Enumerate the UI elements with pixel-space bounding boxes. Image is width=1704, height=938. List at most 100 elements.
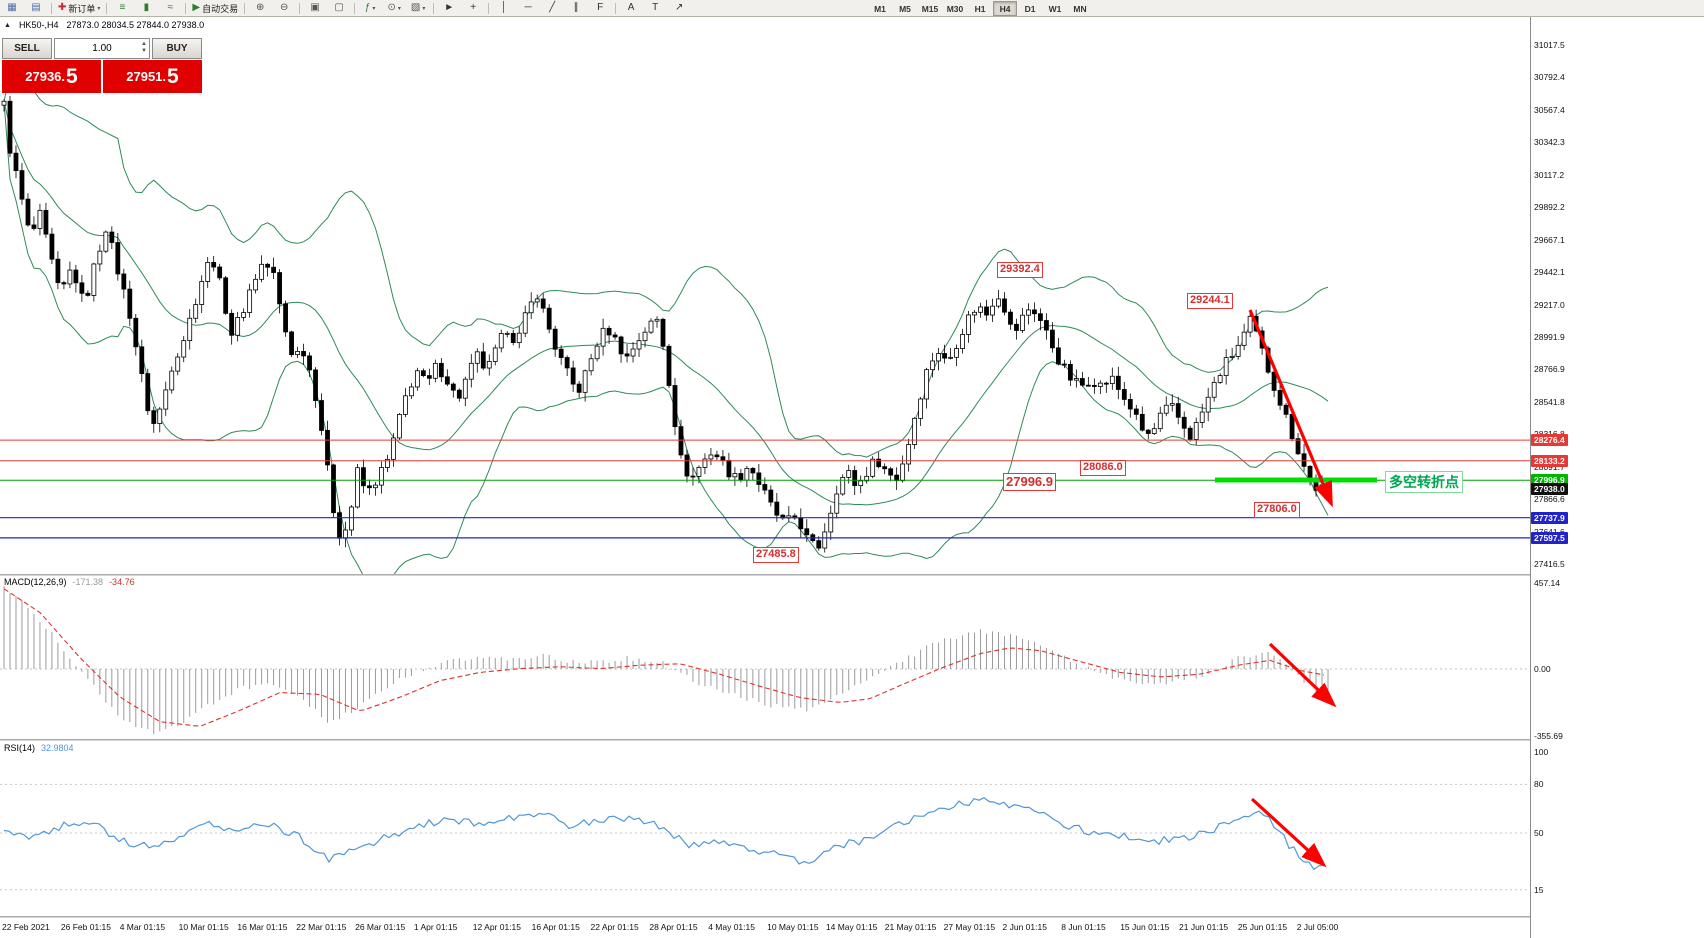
panel-separator[interactable] bbox=[0, 916, 1704, 918]
time-axis-label: 21 Jun 01:15 bbox=[1179, 922, 1229, 932]
time-axis-label: 16 Apr 01:15 bbox=[531, 922, 580, 932]
horizontal-line-icon: ─ bbox=[524, 2, 532, 13]
new-chart-icon[interactable]: ▦ bbox=[0, 1, 24, 15]
chart-bars-icon[interactable]: ≡ bbox=[110, 1, 134, 15]
vertical-line-icon[interactable]: │ bbox=[492, 1, 516, 15]
zoom-out-icon: ⊖ bbox=[279, 2, 289, 13]
collapse-trade-panel-icon[interactable]: ▲ bbox=[4, 21, 11, 29]
panel-separator[interactable] bbox=[0, 574, 1704, 576]
trendline-icon[interactable]: ╱ bbox=[540, 1, 564, 15]
periods-icon[interactable]: ⊙ ▾ bbox=[382, 1, 406, 15]
new-order-button-label: 新订单 bbox=[68, 3, 96, 14]
chevron-down-icon: ▾ bbox=[372, 5, 376, 12]
label-icon[interactable]: T bbox=[643, 1, 667, 15]
zoom-out-icon[interactable]: ⊖ bbox=[272, 1, 296, 15]
time-axis-label: 10 Mar 01:15 bbox=[178, 922, 229, 932]
macd-scale-label: 457.14 bbox=[1534, 578, 1560, 588]
panel-separator[interactable] bbox=[0, 739, 1704, 741]
chart-symbol-label: HK50-,H4 bbox=[18, 20, 59, 30]
fibonacci-icon[interactable]: F bbox=[588, 1, 612, 15]
macd-signal-value: -34.76 bbox=[109, 577, 135, 587]
periods-icon: ⊙ bbox=[387, 2, 396, 13]
trendline-icon: ╱ bbox=[549, 2, 556, 13]
timeframe-h4[interactable]: H4 bbox=[993, 1, 1017, 16]
price-callout: 28086.0 bbox=[1080, 460, 1126, 476]
macd-canvas bbox=[0, 586, 1530, 735]
chart-header: ▲ HK50-,H4 27873.0 28034.5 27844.0 27938… bbox=[4, 20, 204, 30]
timeframe-mn[interactable]: MN bbox=[1073, 3, 1087, 14]
horizontal-line-icon[interactable]: ─ bbox=[516, 1, 540, 15]
channel-icon[interactable]: ∥ bbox=[564, 1, 588, 15]
templates-icon[interactable]: ▧ ▾ bbox=[406, 1, 430, 15]
arrows-icon[interactable]: ↗ bbox=[667, 1, 691, 15]
zoom-in-icon[interactable]: ⊕ bbox=[248, 1, 272, 15]
timeframe-w1[interactable]: W1 bbox=[1048, 3, 1062, 14]
rsi-name: RSI(14) bbox=[4, 743, 36, 753]
toolbar-separator bbox=[185, 2, 187, 14]
time-axis[interactable]: 22 Feb 2021 26 Feb 01:15 4 Mar 01:15 10 Mar… bbox=[0, 918, 1530, 938]
time-axis-label: 1 Apr 01:15 bbox=[413, 922, 458, 932]
volume-field[interactable]: 1.00 ▲ ▼ bbox=[54, 38, 150, 59]
time-axis-label: 8 Jun 01:15 bbox=[1061, 922, 1106, 932]
macd-label: MACD(12,26,9) -171.38 -34.76 bbox=[4, 577, 135, 587]
price-callout: 29392.4 bbox=[997, 262, 1043, 278]
timeframe-d1[interactable]: D1 bbox=[1024, 3, 1036, 14]
volume-up-icon[interactable]: ▲ bbox=[141, 41, 147, 47]
sell-price-button[interactable]: 27936. 5 bbox=[2, 60, 101, 93]
rsi-panel[interactable]: RSI(14) 32.9804 bbox=[0, 741, 1530, 916]
toolbar-separator bbox=[615, 2, 617, 14]
time-axis-label: 12 Apr 01:15 bbox=[472, 922, 522, 932]
price-scale-box: 27737.9 bbox=[1531, 511, 1568, 524]
sell-button[interactable]: SELL bbox=[2, 38, 52, 59]
time-axis-label: 28 Apr 01:15 bbox=[649, 922, 698, 932]
crosshair-icon: + bbox=[470, 2, 477, 13]
timeframe-m1[interactable]: M1 bbox=[874, 3, 886, 14]
chart-line-icon[interactable]: ≈ bbox=[158, 1, 182, 15]
autotrade-button[interactable]: ▶ 自动交易 bbox=[189, 1, 241, 15]
macd-main-value: -171.38 bbox=[72, 577, 104, 587]
timeframe-m30[interactable]: M30 bbox=[946, 3, 964, 14]
timeframe-m15[interactable]: M15 bbox=[921, 3, 939, 14]
macd-panel[interactable]: MACD(12,26,9) -171.38 -34.76 bbox=[0, 575, 1530, 739]
new-chart-icon: ▦ bbox=[7, 2, 17, 13]
toolbar-separator bbox=[488, 2, 490, 14]
buy-price-big-digit: 5 bbox=[167, 65, 179, 88]
cursor-icon[interactable]: ► bbox=[437, 1, 461, 15]
macd-scale-label: 0.00 bbox=[1534, 664, 1551, 674]
volume-down-icon[interactable]: ▼ bbox=[141, 48, 147, 54]
timeframe-m5[interactable]: M5 bbox=[899, 3, 911, 14]
price-scale-label: 30117.2 bbox=[1534, 169, 1565, 180]
indicators-icon[interactable]: ƒ ▾ bbox=[358, 1, 382, 15]
cursor-icon: ► bbox=[444, 2, 455, 13]
cascade-windows-icon: ▢ bbox=[334, 2, 344, 13]
timeframe-h1[interactable]: H1 bbox=[974, 3, 986, 14]
time-axis-label: 4 May 01:15 bbox=[708, 922, 755, 932]
chevron-down-icon: ▾ bbox=[397, 5, 401, 12]
crosshair-icon[interactable]: + bbox=[461, 1, 485, 15]
price-scale-box: 27597.5 bbox=[1531, 531, 1568, 544]
price-scale-label: 29892.2 bbox=[1534, 202, 1565, 213]
price-scale-label: 27641.6 bbox=[1534, 527, 1565, 537]
channel-icon: ∥ bbox=[573, 2, 579, 13]
main-chart[interactable] bbox=[0, 16, 1530, 574]
price-scale-label: 30567.4 bbox=[1534, 104, 1565, 115]
text-icon[interactable]: A bbox=[619, 1, 643, 15]
tile-windows-icon[interactable]: ▣ bbox=[303, 1, 327, 15]
price-scale-label: 28766.9 bbox=[1534, 364, 1565, 375]
price-callout: 29244.1 bbox=[1187, 293, 1233, 309]
chart-candles-icon[interactable]: ▮ bbox=[134, 1, 158, 15]
profiles-icon[interactable]: ▤ bbox=[24, 1, 48, 15]
price-scale-label: 29217.0 bbox=[1534, 299, 1565, 310]
zoom-in-icon: ⊕ bbox=[255, 2, 265, 13]
new-order-button[interactable]: ✚ 新订单 ▾ bbox=[55, 1, 103, 15]
macd-histogram bbox=[3, 586, 1329, 735]
cascade-windows-icon[interactable]: ▢ bbox=[327, 1, 351, 15]
buy-price-button[interactable]: 27951. 5 bbox=[103, 60, 202, 93]
price-scale-label: 28541.8 bbox=[1534, 396, 1565, 407]
macd-scale-label: -355.69 bbox=[1534, 730, 1563, 741]
price-scale[interactable]: 31017.5 30792.4 30567.4 30342.3 30117.2 29892… bbox=[1531, 16, 1704, 938]
price-scale-box: 27938.0 bbox=[1531, 482, 1568, 495]
time-axis-label: 26 Mar 01:15 bbox=[355, 922, 406, 932]
tile-windows-icon: ▣ bbox=[310, 2, 320, 13]
buy-button[interactable]: BUY bbox=[152, 38, 202, 59]
